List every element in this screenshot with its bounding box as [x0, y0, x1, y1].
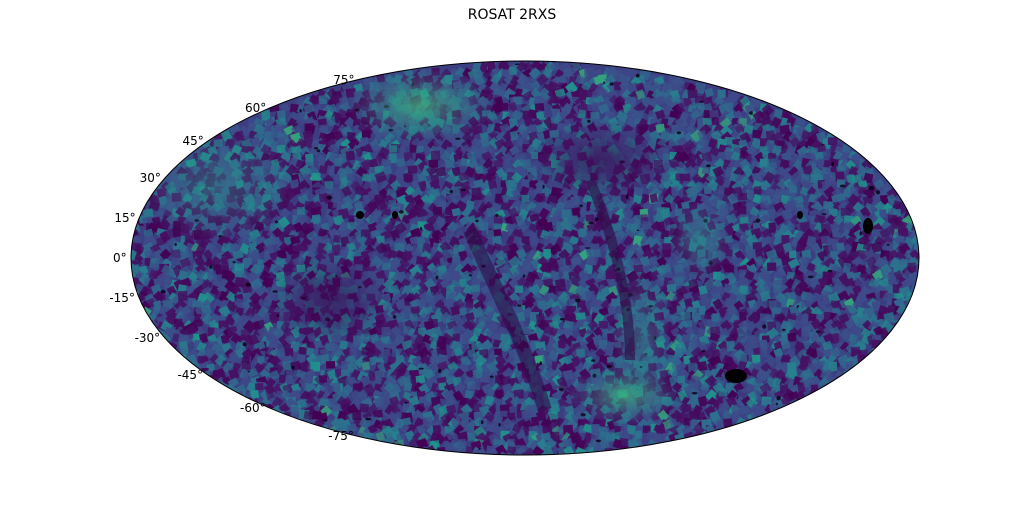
dark-lane-center [463, 227, 552, 413]
bright-region-north [345, 67, 495, 143]
latitude-label: 15° [114, 210, 136, 225]
latitude-label: -45° [177, 367, 204, 382]
dark-lane-east [585, 178, 635, 361]
latitude-label: 30° [139, 171, 161, 186]
dark-region-center [530, 120, 670, 200]
latitude-label: -30° [134, 330, 161, 345]
dark-region-west [270, 255, 390, 345]
latitude-label: -75° [328, 429, 354, 444]
masked-region-small-3 [797, 211, 803, 219]
map-title: ROSAT 2RXS [467, 7, 557, 23]
latitude-label: 75° [333, 72, 355, 87]
bright-region-east [670, 200, 730, 280]
latitude-label: 45° [182, 134, 204, 149]
latitude-label: -60° [240, 401, 266, 416]
latitude-label: 60° [245, 100, 267, 115]
map-outline [130, 60, 920, 456]
latitude-label: -15° [109, 291, 135, 306]
masked-region-lmc [725, 369, 747, 383]
masked-region-small-1 [356, 211, 364, 219]
latitude-label: 0° [113, 251, 127, 265]
masked-region-small-2 [392, 211, 398, 219]
masked-region-east [863, 218, 873, 234]
